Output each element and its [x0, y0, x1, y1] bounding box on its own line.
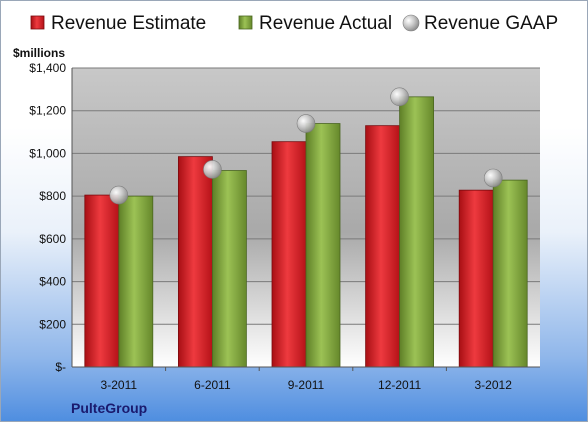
legend-gaap-marker: [402, 14, 420, 32]
y-tick-label: $600: [39, 232, 66, 246]
estimate-bar: [365, 125, 401, 368]
x-tick-label: 3-2011: [101, 378, 138, 392]
gaap-marker: [296, 114, 316, 133]
gaap-marker: [203, 160, 222, 179]
gaap-marker: [390, 87, 409, 107]
y-tick-label: $200: [39, 317, 66, 331]
actual-bar: [399, 96, 435, 368]
actual-bar: [492, 179, 528, 368]
company-label: PulteGroup: [71, 400, 147, 416]
y-tick-label: $-: [55, 360, 66, 374]
y-tick-label: $800: [39, 189, 66, 203]
y-tick-label: $400: [39, 275, 66, 289]
x-tick-label: 6-2011: [194, 378, 231, 392]
gaap-marker: [483, 168, 503, 188]
legend-entry: Revenue Actual: [259, 13, 392, 34]
estimate-bar: [84, 194, 120, 368]
actual-bar: [118, 195, 154, 368]
y-tick-label: $1,200: [29, 104, 66, 118]
actual-bar: [211, 170, 247, 368]
legend-estimate-swatch: [30, 15, 45, 30]
y-tick-label: $1,400: [29, 61, 66, 75]
actual-bar: [305, 123, 341, 368]
estimate-bar: [177, 156, 213, 368]
x-tick-label: 12-2011: [378, 378, 421, 392]
y-unit-label: $millions: [13, 46, 65, 60]
legend-entry: Revenue Estimate: [51, 13, 206, 34]
x-tick-label: 9-2011: [288, 378, 325, 392]
estimate-bar: [271, 141, 307, 368]
legend-actual-swatch: [238, 15, 253, 30]
legend-entry: Revenue GAAP: [424, 13, 558, 34]
gaap-marker: [109, 185, 129, 205]
estimate-bar: [458, 189, 494, 368]
x-tick-label: 3-2012: [475, 378, 513, 392]
y-tick-label: $1,000: [29, 146, 66, 160]
